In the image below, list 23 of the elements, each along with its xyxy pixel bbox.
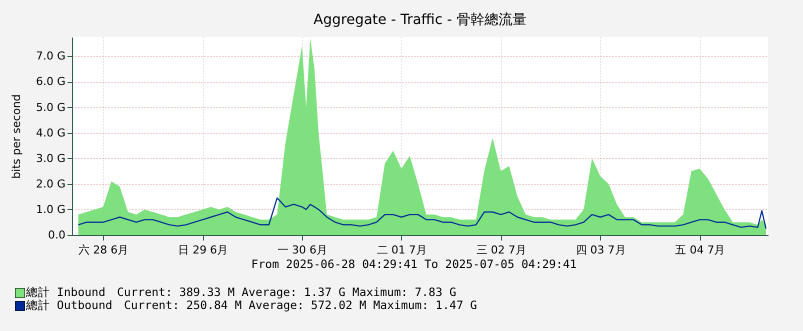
line-series: [78, 197, 767, 230]
legend-label: 總計 Outbound: [25, 298, 112, 312]
legend-label: 總計 Inbound: [25, 285, 106, 299]
y-tick-label: 2.0 G: [36, 177, 66, 190]
x-tick-label: 日 29 6月: [178, 244, 228, 256]
text: Current: 389.33 M Average: 1.37 G Maximum: 7.83 G: [117, 285, 456, 299]
y-tick-label: 3.0 G: [36, 152, 66, 165]
text: Current: 250.84 M Average: 572.02 M Maximum: 1.47 G: [124, 298, 478, 312]
text: From 2025-06-28 04:29:41 To 2025-07-05 04:29:41: [251, 257, 577, 271]
x-tick-label: 三 02 7月: [476, 244, 526, 256]
y-tick-label: 1.0 G: [36, 202, 66, 216]
y-tick-label: 7.0 G: [36, 50, 66, 63]
x-tick-label: 六 28 6月: [78, 244, 129, 256]
y-tick-label: 0.0: [48, 228, 66, 242]
x-tick-label: 二 01 7月: [376, 244, 427, 256]
y-tick-label: 5.0 G: [36, 100, 66, 114]
x-tick-label: 一 30 6月: [278, 244, 328, 256]
y-axis-title: bits per second: [10, 94, 23, 179]
y-tick-label: 4.0 G: [36, 126, 66, 140]
y-tick-label: 6.0 G: [36, 75, 66, 88]
x-tick-label: 四 03 7月: [576, 244, 626, 256]
chart-title: Aggregate - Traffic - 骨幹總流量: [314, 12, 526, 28]
x-tick-label: 五 04 7月: [675, 244, 726, 256]
